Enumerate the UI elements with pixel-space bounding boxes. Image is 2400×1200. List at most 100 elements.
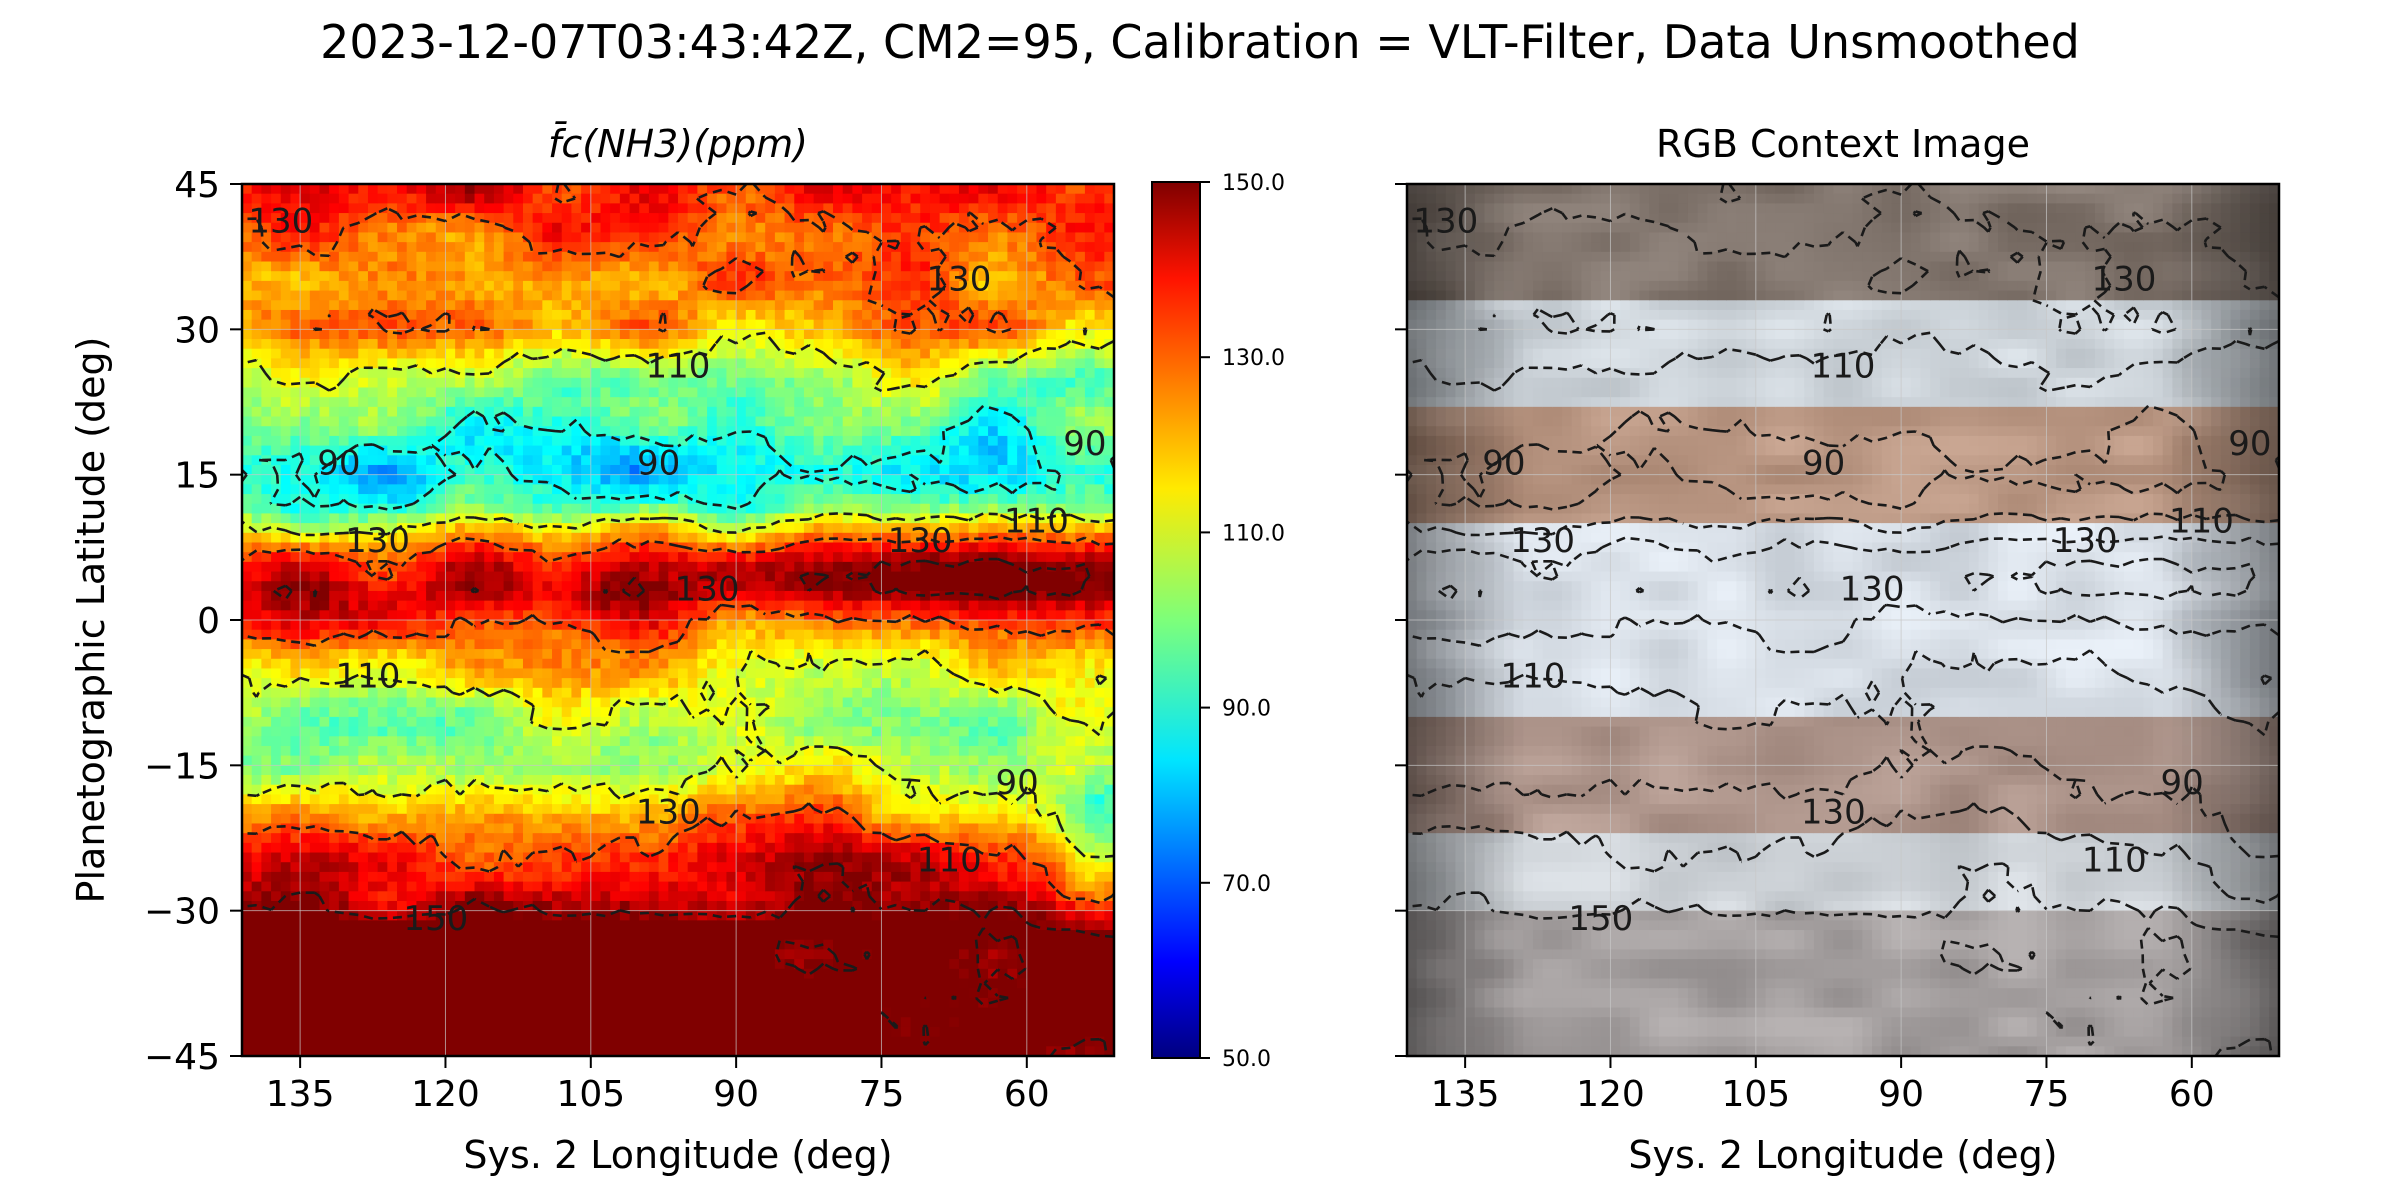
heatmap-cell: [629, 494, 640, 505]
heatmap-cell: [242, 532, 253, 544]
heatmap-cell: [300, 775, 311, 786]
heatmap-cell: [290, 1036, 301, 1047]
heatmap-cell: [736, 319, 747, 330]
heatmap-cell: [329, 542, 340, 553]
heatmap-cell: [329, 552, 340, 563]
heatmap-cell: [513, 968, 524, 980]
heatmap-cell: [387, 910, 398, 921]
heatmap-cell: [648, 184, 660, 195]
heatmap-cell: [716, 358, 728, 369]
heatmap-cell: [736, 494, 747, 505]
heatmap-cell: [678, 978, 689, 989]
heatmap-cell: [242, 193, 253, 204]
heatmap-cell: [765, 629, 776, 640]
heatmap-cell: [697, 513, 708, 524]
heatmap-cell: [600, 290, 611, 301]
heatmap-cell: [464, 426, 476, 437]
heatmap-cell: [290, 474, 301, 485]
heatmap-cell: [571, 871, 582, 883]
heatmap-cell: [503, 319, 514, 330]
heatmap-cell: [280, 629, 292, 640]
heatmap-cell: [484, 1017, 495, 1028]
heatmap-cell: [552, 900, 563, 912]
heatmap-cell: [581, 726, 592, 737]
heatmap-cell: [445, 668, 456, 679]
heatmap-cell: [542, 620, 553, 631]
heatmap-cell: [445, 523, 456, 534]
heatmap-cell: [552, 571, 563, 582]
heatmap-cell: [251, 949, 262, 960]
heatmap-cell: [552, 435, 563, 447]
heatmap-cell: [338, 455, 350, 466]
heatmap-cell: [571, 464, 582, 476]
heatmap-cell: [552, 871, 563, 883]
heatmap-cell: [484, 813, 495, 825]
heatmap-cell: [426, 426, 437, 437]
heatmap-cell: [358, 600, 369, 611]
heatmap-cell: [629, 416, 640, 427]
heatmap-cell: [765, 862, 776, 873]
heatmap-cell: [474, 755, 485, 766]
heatmap-cell: [745, 581, 757, 592]
heatmap-cell: [561, 271, 573, 282]
heatmap-cell: [552, 319, 563, 330]
heatmap-cell: [367, 377, 379, 389]
heatmap-cell: [455, 329, 466, 340]
heatmap-cell: [445, 649, 456, 660]
heatmap-cell: [648, 552, 660, 563]
heatmap-cell: [745, 455, 757, 466]
heatmap-cell: [503, 474, 514, 485]
heatmap-cell: [358, 474, 369, 485]
heatmap-cell: [261, 716, 272, 728]
heatmap-cell: [503, 309, 514, 321]
heatmap-cell: [745, 319, 757, 330]
heatmap-cell: [629, 590, 640, 602]
heatmap-cell: [600, 339, 611, 350]
heatmap-cell: [668, 184, 679, 195]
heatmap-cell: [319, 203, 330, 214]
heatmap-cell: [300, 610, 311, 621]
heatmap-cell: [493, 939, 505, 951]
heatmap-cell: [542, 600, 553, 611]
heatmap-cell: [271, 745, 282, 757]
heatmap-cell: [242, 242, 253, 253]
heatmap-cell: [445, 184, 456, 195]
heatmap-cell: [367, 513, 379, 524]
heatmap-cell: [619, 464, 631, 476]
heatmap-cell: [271, 649, 282, 660]
heatmap-cell: [474, 900, 485, 912]
heatmap-cell: [426, 377, 437, 389]
heatmap-cell: [755, 775, 766, 786]
heatmap-cell: [435, 862, 447, 873]
heatmap-cell: [406, 368, 417, 379]
heatmap-cell: [280, 426, 292, 437]
heatmap-cell: [329, 406, 340, 418]
heatmap-cell: [455, 523, 466, 534]
heatmap-cell: [610, 426, 621, 437]
heatmap-cell: [716, 464, 728, 476]
heatmap-cell: [765, 590, 776, 602]
heatmap-cell: [455, 813, 466, 825]
heatmap-cell: [348, 891, 359, 902]
heatmap-cell: [416, 368, 427, 379]
heatmap-cell: [474, 426, 485, 437]
heatmap-cell: [658, 339, 669, 350]
heatmap-cell: [271, 300, 282, 311]
heatmap-cell: [687, 813, 698, 825]
heatmap-cell: [522, 658, 534, 670]
heatmap-cell: [300, 416, 311, 427]
heatmap-cell: [571, 513, 582, 524]
heatmap-cell: [348, 571, 359, 582]
heatmap-cell: [571, 794, 582, 805]
heatmap-cell: [484, 1007, 495, 1018]
heatmap-cell: [610, 1017, 621, 1028]
heatmap-cell: [338, 678, 350, 689]
heatmap-cell: [338, 368, 350, 379]
heatmap-cell: [561, 368, 573, 379]
heatmap-cell: [774, 435, 786, 447]
heatmap-cell: [484, 968, 495, 980]
heatmap-cell: [387, 300, 398, 311]
heatmap-cell: [532, 494, 543, 505]
heatmap-cell: [571, 697, 582, 708]
heatmap-cell: [397, 503, 408, 515]
